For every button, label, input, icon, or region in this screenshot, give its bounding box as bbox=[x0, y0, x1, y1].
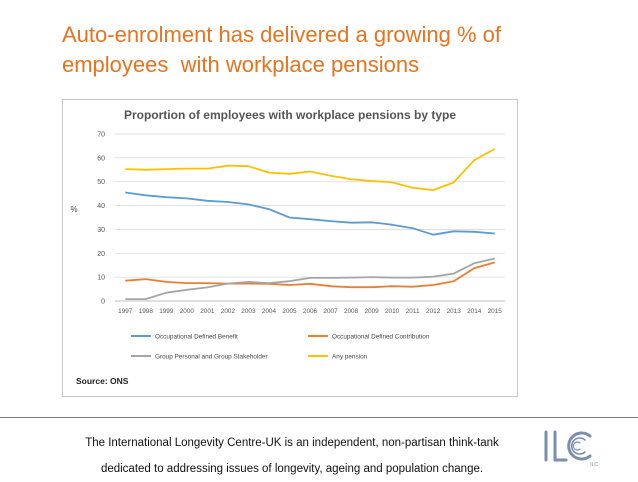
x-tick-label: 2015 bbox=[488, 308, 503, 315]
x-tick-label: 2003 bbox=[241, 308, 256, 315]
y-tick-label: 60 bbox=[97, 155, 105, 162]
y-tick-label: 50 bbox=[97, 179, 105, 186]
series-lines bbox=[125, 148, 496, 301]
slide-title: Auto-enrolment has delivered a growing %… bbox=[62, 20, 622, 80]
legend-label: Occupational Defined Benefit bbox=[155, 334, 238, 341]
x-tick-label: 2012 bbox=[426, 308, 441, 315]
legend-label: Group Personal and Group Stakeholder bbox=[155, 354, 268, 361]
x-tick-label: 2008 bbox=[344, 308, 359, 315]
ilc-logo-text: ILC bbox=[590, 462, 598, 468]
y-tick-label: 40 bbox=[97, 203, 105, 210]
series-line-occupational-defined-benefit bbox=[125, 191, 495, 236]
footer-divider bbox=[0, 417, 638, 418]
chart-source: Source: ONS bbox=[76, 376, 129, 386]
footer-text: The International Longevity Centre-UK is… bbox=[62, 430, 522, 482]
grid-layer bbox=[115, 133, 505, 302]
x-tick-label: 2009 bbox=[364, 308, 379, 315]
x-tick-label: 2006 bbox=[303, 308, 318, 315]
x-tick-label: 2005 bbox=[282, 308, 297, 315]
pension-chart: Proportion of employees with workplace p… bbox=[70, 108, 505, 386]
series-line-any-pension bbox=[125, 148, 496, 191]
slide-title-line-2: employees with workplace pensions bbox=[62, 52, 420, 77]
footer-line-2: dedicated to addressing issues of longev… bbox=[100, 463, 484, 475]
x-tick-label: 1998 bbox=[139, 308, 154, 315]
chart-legend: Occupational Defined Benefit Occupational… bbox=[131, 334, 430, 361]
footer-line-1: The International Longevity Centre-UK is… bbox=[85, 437, 499, 449]
slide-title-line-1: Auto-enrolment has delivered a growing %… bbox=[62, 22, 502, 47]
y-axis-label: % bbox=[70, 205, 77, 214]
x-tick-label: 2002 bbox=[221, 308, 236, 315]
x-tick-label: 2000 bbox=[180, 308, 195, 315]
chart-title: Proportion of employees with workplace p… bbox=[124, 108, 456, 122]
x-tick-label: 2007 bbox=[323, 308, 338, 315]
y-tick-labels: 0 10 20 30 40 50 60 70 bbox=[97, 132, 105, 306]
y-tick-label: 10 bbox=[97, 275, 105, 282]
x-tick-label: 2013 bbox=[447, 308, 462, 315]
x-tick-labels: 1997 1998 1999 2000 2001 2002 2003 2004 2005 2006… bbox=[118, 308, 502, 315]
series-line-occupational-defined-contribution bbox=[125, 261, 495, 289]
y-tick-label: 0 bbox=[101, 299, 105, 306]
x-tick-label: 2004 bbox=[262, 308, 277, 315]
y-tick-label: 20 bbox=[97, 251, 105, 258]
series-line-group-personal-and-group-stakeholder bbox=[125, 257, 495, 301]
legend-label: Occupational Defined Contribution bbox=[332, 334, 430, 341]
chart-frame: Proportion of employees with workplace p… bbox=[62, 99, 518, 397]
x-tick-label: 2010 bbox=[385, 308, 400, 315]
ilc-logo-graphic: ILC bbox=[544, 430, 598, 468]
x-tick-label: 2014 bbox=[467, 308, 482, 315]
legend-label: Any pension bbox=[332, 354, 368, 361]
y-tick-label: 70 bbox=[97, 132, 105, 139]
ilc-logo: ILC bbox=[540, 424, 602, 468]
x-tick-label: 2001 bbox=[200, 308, 215, 315]
x-tick-label: 1997 bbox=[118, 308, 133, 315]
x-tick-label: 2011 bbox=[406, 308, 420, 315]
y-tick-label: 30 bbox=[97, 227, 105, 234]
x-tick-label: 1999 bbox=[159, 308, 174, 315]
